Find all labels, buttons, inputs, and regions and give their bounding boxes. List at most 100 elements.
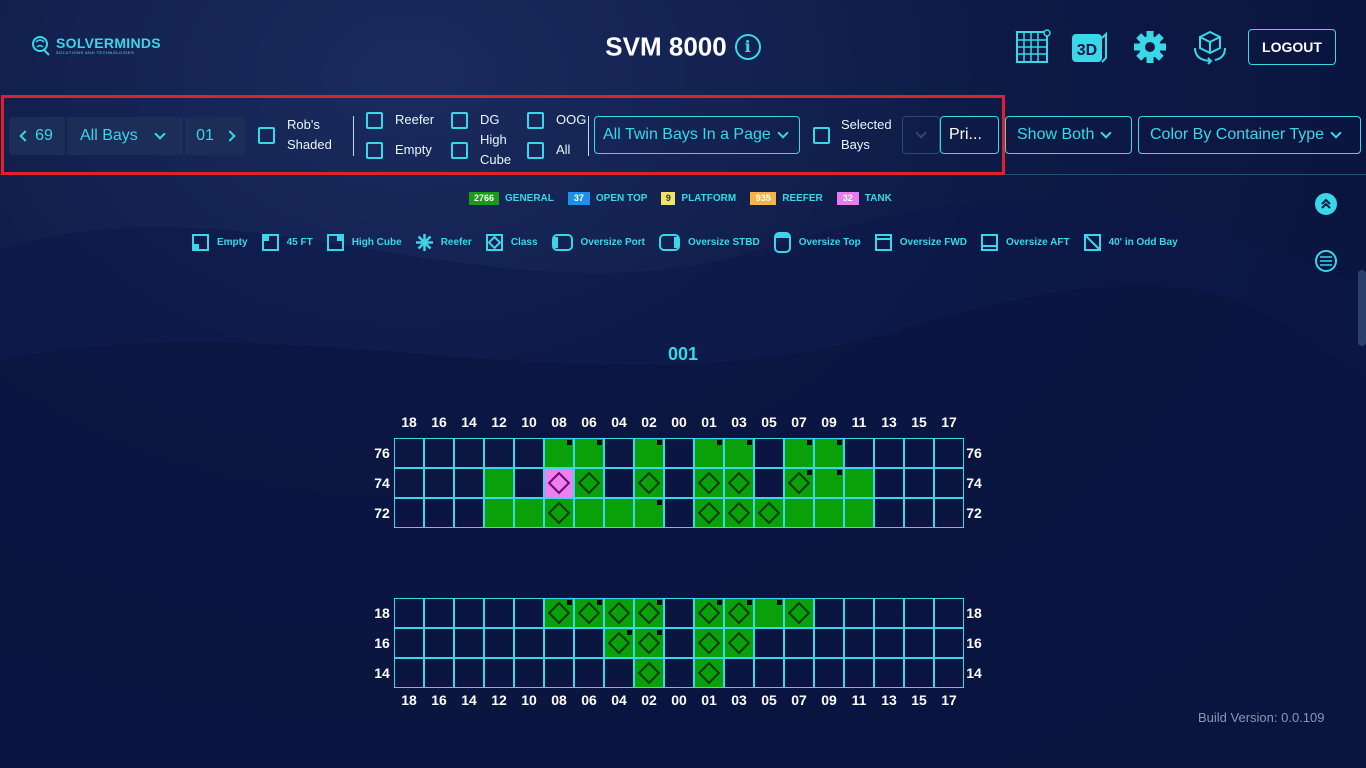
container-slot[interactable] (574, 438, 604, 468)
container-slot[interactable] (934, 598, 964, 628)
container-slot[interactable] (574, 598, 604, 628)
container-slot[interactable] (874, 628, 904, 658)
container-slot[interactable] (604, 498, 634, 528)
container-slot[interactable] (784, 628, 814, 658)
container-slot[interactable] (784, 468, 814, 498)
container-slot[interactable] (694, 498, 724, 528)
container-slot[interactable] (484, 628, 514, 658)
robs-shaded-checkbox[interactable] (258, 127, 275, 144)
container-slot[interactable] (754, 598, 784, 628)
container-slot[interactable] (724, 598, 754, 628)
scrollbar-thumb[interactable] (1358, 270, 1366, 346)
show-both-dropdown[interactable]: Show Both (1005, 116, 1132, 154)
color-by-dropdown[interactable]: Color By Container Type (1138, 116, 1361, 154)
container-slot[interactable] (544, 658, 574, 688)
container-slot[interactable] (844, 598, 874, 628)
container-slot[interactable] (424, 598, 454, 628)
container-slot[interactable] (484, 598, 514, 628)
container-slot[interactable] (544, 498, 574, 528)
high-cube-checkbox[interactable] (451, 142, 468, 159)
container-slot[interactable] (604, 438, 634, 468)
container-slot[interactable] (904, 438, 934, 468)
container-slot[interactable] (604, 468, 634, 498)
bay-number-stepper[interactable]: 01 (185, 117, 245, 155)
container-slot[interactable] (424, 468, 454, 498)
container-slot[interactable] (784, 658, 814, 688)
container-slot[interactable] (754, 468, 784, 498)
container-slot[interactable] (784, 438, 814, 468)
container-slot[interactable] (604, 658, 634, 688)
container-slot[interactable] (394, 598, 424, 628)
container-slot[interactable] (814, 438, 844, 468)
container-slot[interactable] (634, 598, 664, 628)
container-slot[interactable] (514, 598, 544, 628)
container-slot[interactable] (904, 628, 934, 658)
container-slot[interactable] (484, 468, 514, 498)
container-slot[interactable] (904, 498, 934, 528)
container-slot[interactable] (904, 468, 934, 498)
container-slot[interactable] (544, 438, 574, 468)
container-slot[interactable] (874, 658, 904, 688)
container-slot[interactable] (634, 628, 664, 658)
info-icon[interactable]: i (734, 34, 761, 61)
reefer-checkbox[interactable] (366, 112, 383, 129)
selected-bays-dropdown[interactable] (902, 116, 940, 154)
container-slot[interactable] (424, 658, 454, 688)
all-checkbox[interactable] (527, 142, 544, 159)
container-slot[interactable] (874, 498, 904, 528)
container-slot[interactable] (694, 438, 724, 468)
container-slot[interactable] (484, 658, 514, 688)
empty-checkbox[interactable] (366, 142, 383, 159)
container-slot[interactable] (844, 628, 874, 658)
cube-rotate-icon[interactable] (1191, 28, 1229, 66)
container-slot[interactable] (874, 468, 904, 498)
container-slot[interactable] (664, 438, 694, 468)
container-slot[interactable] (634, 658, 664, 688)
container-slot[interactable] (634, 438, 664, 468)
container-slot[interactable] (814, 598, 844, 628)
print-button[interactable]: Pri... (940, 116, 999, 154)
container-slot[interactable] (694, 658, 724, 688)
container-slot[interactable] (694, 468, 724, 498)
page-mode-dropdown[interactable]: All Twin Bays In a Page (594, 116, 800, 154)
container-slot[interactable] (424, 438, 454, 468)
container-slot[interactable] (904, 598, 934, 628)
container-slot[interactable] (394, 628, 424, 658)
container-slot[interactable] (754, 658, 784, 688)
container-slot[interactable] (574, 628, 604, 658)
container-slot[interactable] (724, 658, 754, 688)
container-slot[interactable] (514, 658, 544, 688)
container-slot[interactable] (574, 468, 604, 498)
settings-gear-icon[interactable] (1131, 28, 1169, 66)
container-slot[interactable] (454, 498, 484, 528)
container-slot[interactable] (544, 468, 574, 498)
container-slot[interactable] (664, 658, 694, 688)
container-slot[interactable] (724, 468, 754, 498)
container-slot[interactable] (424, 498, 454, 528)
container-slot[interactable] (724, 498, 754, 528)
container-slot[interactable] (454, 628, 484, 658)
container-slot[interactable] (604, 628, 634, 658)
container-slot[interactable] (634, 498, 664, 528)
container-slot[interactable] (844, 438, 874, 468)
container-slot[interactable] (724, 628, 754, 658)
container-slot[interactable] (424, 628, 454, 658)
container-slot[interactable] (484, 498, 514, 528)
container-slot[interactable] (394, 658, 424, 688)
container-slot[interactable] (664, 468, 694, 498)
container-slot[interactable] (574, 658, 604, 688)
container-slot[interactable] (484, 438, 514, 468)
container-slot[interactable] (454, 438, 484, 468)
container-slot[interactable] (394, 498, 424, 528)
menu-list-icon[interactable] (1315, 250, 1337, 272)
voyage-stepper[interactable]: 69 (9, 117, 65, 155)
selected-bays-checkbox[interactable] (813, 127, 830, 144)
container-slot[interactable] (454, 658, 484, 688)
container-slot[interactable] (514, 468, 544, 498)
container-slot[interactable] (514, 628, 544, 658)
container-slot[interactable] (934, 438, 964, 468)
container-slot[interactable] (844, 498, 874, 528)
container-slot[interactable] (694, 628, 724, 658)
logout-button[interactable]: LOGOUT (1248, 29, 1336, 65)
container-slot[interactable] (394, 438, 424, 468)
